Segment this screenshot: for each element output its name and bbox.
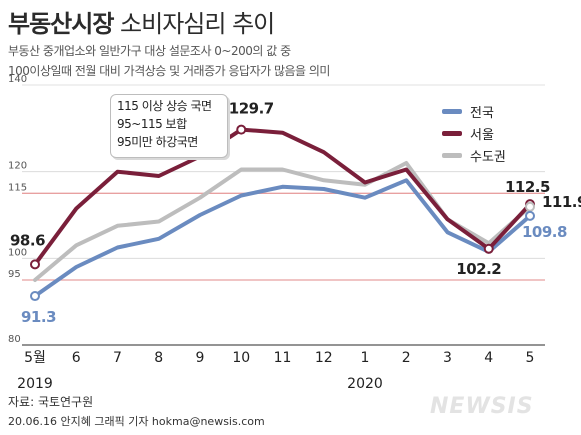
legend-label-capital: 수도권	[470, 149, 506, 165]
x-tick-label: 8	[154, 350, 163, 366]
x-tick-label: 12	[315, 350, 333, 366]
legend-label-seoul: 서울	[470, 127, 494, 143]
page-title: 부동산시장 소비자심리 추이	[8, 4, 275, 39]
phase-flat: 95~115 보합	[117, 117, 187, 131]
data-label-seoul: 129.7	[229, 100, 274, 118]
y-tick-label: 120	[8, 161, 27, 172]
legend-swatch-capital	[442, 152, 462, 158]
year-label: 2019	[17, 376, 53, 392]
chart-legend: 전국 서울 수도권	[442, 100, 506, 166]
subtitle-line-1: 부동산 중개업소와 일반가구 대상 설문조사 0~200의 값 중	[8, 44, 291, 58]
x-tick-label: 11	[274, 350, 292, 366]
title-bold: 부동산시장	[8, 10, 114, 38]
legend-item-capital: 수도권	[442, 144, 506, 166]
phase-rise: 115 이상 상승 국면	[117, 99, 212, 113]
series-line-seoul	[33, 127, 532, 267]
data-point-seoul	[483, 243, 494, 254]
legend-item-seoul: 서울	[442, 122, 506, 144]
x-tick-label: 9	[196, 350, 205, 366]
x-tick-label: 6	[72, 350, 81, 366]
data-label-nationwide: 109.8	[522, 223, 567, 241]
source-note: 자료: 국토연구원	[8, 395, 94, 409]
series-line-nationwide	[33, 178, 532, 298]
x-tick-label: 7	[113, 350, 122, 366]
data-point-seoul	[236, 124, 247, 135]
legend-swatch-seoul	[442, 130, 462, 136]
data-label-capital: 111.9	[542, 193, 581, 211]
y-tick-label: 100	[8, 247, 27, 258]
data-point-nationwide	[30, 291, 40, 302]
data-point-capital	[525, 201, 535, 212]
x-tick-label: 1	[361, 350, 370, 366]
y-tick-label: 80	[8, 334, 21, 345]
data-point-seoul	[30, 259, 40, 270]
y-tick-label: 95	[8, 269, 21, 280]
legend-item-nationwide: 전국	[442, 100, 506, 122]
year-label: 2020	[347, 376, 383, 392]
y-tick-label: 140	[8, 74, 27, 85]
x-tick-label: 5	[526, 350, 535, 366]
x-tick-label: 2	[402, 350, 411, 366]
y-tick-label: 115	[8, 182, 27, 193]
x-tick-label: 3	[443, 350, 452, 366]
data-label-nationwide: 91.3	[21, 308, 56, 326]
subtitle-line-2: 100이상일때 전월 대비 가격상승 및 거래증가 응답자가 많음을 의미	[8, 64, 330, 78]
x-tick-label: 10	[232, 350, 250, 366]
legend-label-nationwide: 전국	[470, 105, 494, 121]
newsis-logo: NEWSIS	[430, 394, 534, 419]
legend-swatch-nationwide	[442, 108, 462, 114]
credit-line: 20.06.16 안지혜 그래픽 기자 hokma@newsis.com	[8, 415, 265, 428]
data-label-seoul: 98.6	[10, 231, 45, 249]
data-label-seoul: 112.5	[505, 178, 550, 196]
x-tick-label: 4	[484, 350, 493, 366]
data-label-seoul: 102.2	[456, 260, 501, 278]
x-tick-label: 5월	[24, 350, 46, 366]
phase-legend-box: 115 이상 상승 국면 95~115 보합 95미만 하강국면	[110, 94, 228, 158]
data-point-nationwide	[525, 210, 535, 221]
phase-fall: 95미만 하강국면	[117, 135, 198, 149]
title-light: 소비자심리 추이	[113, 10, 275, 38]
